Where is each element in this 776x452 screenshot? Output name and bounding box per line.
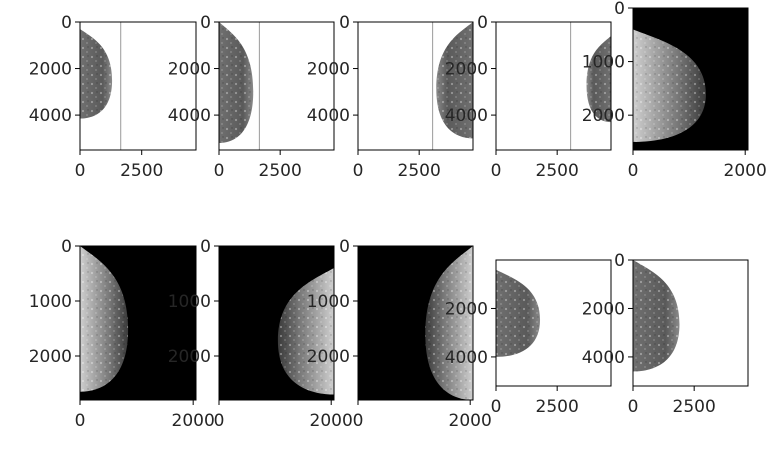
y-tick-label: 4000 xyxy=(582,348,625,368)
x-tick-label: 2000 xyxy=(724,161,767,181)
y-tick-label: 2000 xyxy=(445,299,488,319)
x-tick-label: 2500 xyxy=(259,161,302,181)
y-tick-label: 0 xyxy=(61,237,72,257)
x-tick-label: 2000 xyxy=(449,411,492,431)
y-tick-label: 0 xyxy=(200,13,211,33)
x-tick-label: 2500 xyxy=(673,397,716,417)
y-tick-label: 2000 xyxy=(29,60,72,80)
subplot-1: 0 2500 0 2000 4000 xyxy=(29,13,197,181)
x-tick-label: 2500 xyxy=(536,161,579,181)
mammogram-image xyxy=(80,246,129,392)
x-tick-label: 0 xyxy=(75,161,86,181)
y-tick-label: 4000 xyxy=(307,106,350,126)
axes-frame xyxy=(357,245,474,401)
x-tick-label: 0 xyxy=(353,411,364,431)
y-tick-label: 2000 xyxy=(29,347,72,367)
subplot-5: 0 2000 0 1000 2000 xyxy=(582,0,767,181)
mammogram-image xyxy=(219,22,260,150)
axes-frame xyxy=(218,21,335,151)
x-tick-label: 0 xyxy=(491,397,502,417)
y-tick-label: 0 xyxy=(477,13,488,33)
y-tick-label: 4000 xyxy=(445,348,488,368)
mammogram-image xyxy=(633,260,680,372)
x-tick-label: 2500 xyxy=(398,161,441,181)
mammogram-image xyxy=(496,269,541,357)
tissue-texture xyxy=(436,22,473,139)
y-tick-label: 0 xyxy=(339,237,350,257)
tissue-texture xyxy=(80,28,113,119)
y-tick-label: 0 xyxy=(614,0,625,19)
axes-frame xyxy=(632,7,749,151)
x-tick-label: 0 xyxy=(214,411,225,431)
axes-frame xyxy=(79,245,197,401)
y-tick-label: 1000 xyxy=(307,292,350,312)
axes-frame xyxy=(79,21,197,151)
y-tick-label: 0 xyxy=(200,237,211,257)
mammogram-image xyxy=(570,22,611,150)
subplot-3: 0 2500 0 2000 4000 xyxy=(307,13,474,181)
y-tick-label: 2000 xyxy=(582,299,625,319)
y-tick-label: 1000 xyxy=(29,292,72,312)
y-tick-label: 4000 xyxy=(445,106,488,126)
mammogram-image xyxy=(425,246,473,400)
axes-frame xyxy=(495,21,612,151)
y-tick-label: 2000 xyxy=(168,60,211,80)
y-tick-label: 4000 xyxy=(29,106,72,126)
subplot-10: 0 2500 0 2000 4000 xyxy=(582,251,749,417)
y-tick-label: 1000 xyxy=(168,292,211,312)
x-tick-label: 0 xyxy=(628,397,639,417)
subplot-6: 0 2000 0 1000 2000 xyxy=(29,237,215,431)
y-tick-label: 2000 xyxy=(582,106,625,126)
subplot-9: 0 2500 2000 4000 xyxy=(445,259,612,417)
x-tick-label: 0 xyxy=(214,161,225,181)
subplot-4: 0 2500 0 2000 4000 xyxy=(445,13,612,181)
tissue-texture xyxy=(633,260,680,372)
x-tick-label: 0 xyxy=(75,411,86,431)
x-tick-label: 2000 xyxy=(310,411,353,431)
tissue-texture xyxy=(219,22,254,144)
axes-frame xyxy=(632,259,749,387)
tissue-texture xyxy=(586,35,611,123)
mammogram-image xyxy=(277,268,334,395)
x-tick-label: 0 xyxy=(491,161,502,181)
tissue-texture xyxy=(277,268,334,395)
tissue-texture xyxy=(80,246,129,392)
y-tick-label: 2000 xyxy=(168,347,211,367)
y-tick-label: 2000 xyxy=(307,347,350,367)
y-tick-label: 1000 xyxy=(582,53,625,73)
y-tick-label: 4000 xyxy=(168,106,211,126)
axes-frame xyxy=(218,245,335,401)
tissue-texture xyxy=(496,269,541,357)
y-tick-label: 0 xyxy=(614,251,625,271)
y-tick-label: 0 xyxy=(339,13,350,33)
mammogram-image xyxy=(633,29,706,142)
axes-frame xyxy=(495,259,612,387)
x-tick-label: 0 xyxy=(353,161,364,181)
y-tick-label: 0 xyxy=(61,13,72,33)
mammogram-image xyxy=(80,22,122,150)
tissue-texture xyxy=(425,246,473,400)
axes-frame xyxy=(357,21,474,151)
tissue-texture xyxy=(633,29,706,142)
y-tick-label: 2000 xyxy=(307,60,350,80)
x-tick-label: 0 xyxy=(628,161,639,181)
subplot-2: 0 2500 0 2000 4000 xyxy=(168,13,335,181)
x-tick-label: 2000 xyxy=(172,411,215,431)
mammogram-image xyxy=(432,22,473,150)
x-tick-label: 2500 xyxy=(536,397,579,417)
x-tick-label: 2500 xyxy=(120,161,163,181)
y-tick-label: 2000 xyxy=(445,60,488,80)
